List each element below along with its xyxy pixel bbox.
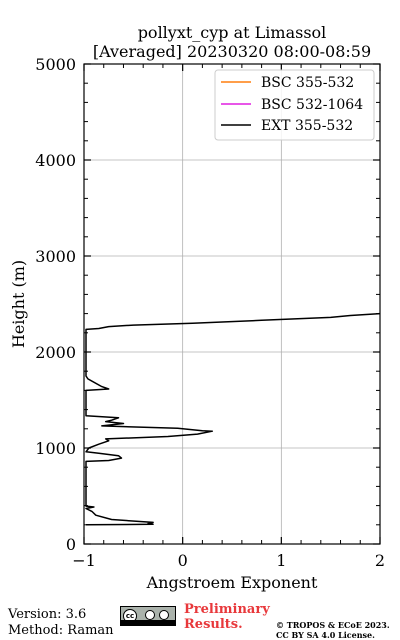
y-tick-label: 2000 bbox=[35, 343, 76, 362]
copyright-notice: © TROPOS & ECoE 2023. CC BY SA 4.0 Licen… bbox=[276, 620, 390, 640]
y-tick-label: 5000 bbox=[35, 55, 76, 74]
version-method-text: Version: 3.6 Method: Raman bbox=[8, 607, 114, 639]
preliminary-line-1: Preliminary bbox=[184, 602, 270, 617]
y-tick-label: 1000 bbox=[35, 439, 76, 458]
y-tick-label: 0 bbox=[66, 535, 76, 554]
chart-title-line-1: pollyxt_cyp at Limassol bbox=[138, 23, 327, 42]
preliminary-line-2: Results. bbox=[184, 617, 243, 632]
preliminary-notice: Preliminary Results. bbox=[184, 602, 270, 632]
cc-by-sa-license-icon: cc bbox=[120, 606, 176, 626]
version-label: Version: 3.6 bbox=[8, 607, 87, 622]
x-tick-label: 0 bbox=[178, 551, 188, 570]
copyright-line-2: CC BY SA 4.0 License. bbox=[276, 630, 375, 640]
series-line-ext-355-532 bbox=[85, 312, 380, 526]
legend: BSC 355-532 BSC 532-1064 EXT 355-532 bbox=[214, 69, 375, 141]
series-layer bbox=[85, 312, 380, 526]
method-label: Method: Raman bbox=[8, 623, 114, 638]
chart-title-line-2: [Averaged] 20230320 08:00-08:59 bbox=[93, 42, 371, 61]
legend-label-bsc-355-532: BSC 355-532 bbox=[261, 75, 354, 91]
sa-icon bbox=[159, 610, 169, 620]
y-tick-label: 3000 bbox=[35, 247, 76, 266]
x-tick-label: 1 bbox=[276, 551, 286, 570]
x-tick-label: 2 bbox=[375, 551, 385, 570]
by-icon bbox=[145, 610, 155, 620]
x-axis-label: Angstroem Exponent bbox=[146, 573, 318, 592]
legend-label-ext-355-532: EXT 355-532 bbox=[261, 118, 353, 134]
legend-box bbox=[214, 69, 375, 141]
legend-label-bsc-532-1064: BSC 532-1064 bbox=[261, 97, 363, 113]
x-tick-label: −1 bbox=[72, 551, 96, 570]
y-axis-label: Height (m) bbox=[9, 260, 28, 348]
copyright-line-1: © TROPOS & ECoE 2023. bbox=[276, 620, 390, 630]
plot-frame bbox=[83, 63, 381, 545]
y-tick-label: 4000 bbox=[35, 151, 76, 170]
